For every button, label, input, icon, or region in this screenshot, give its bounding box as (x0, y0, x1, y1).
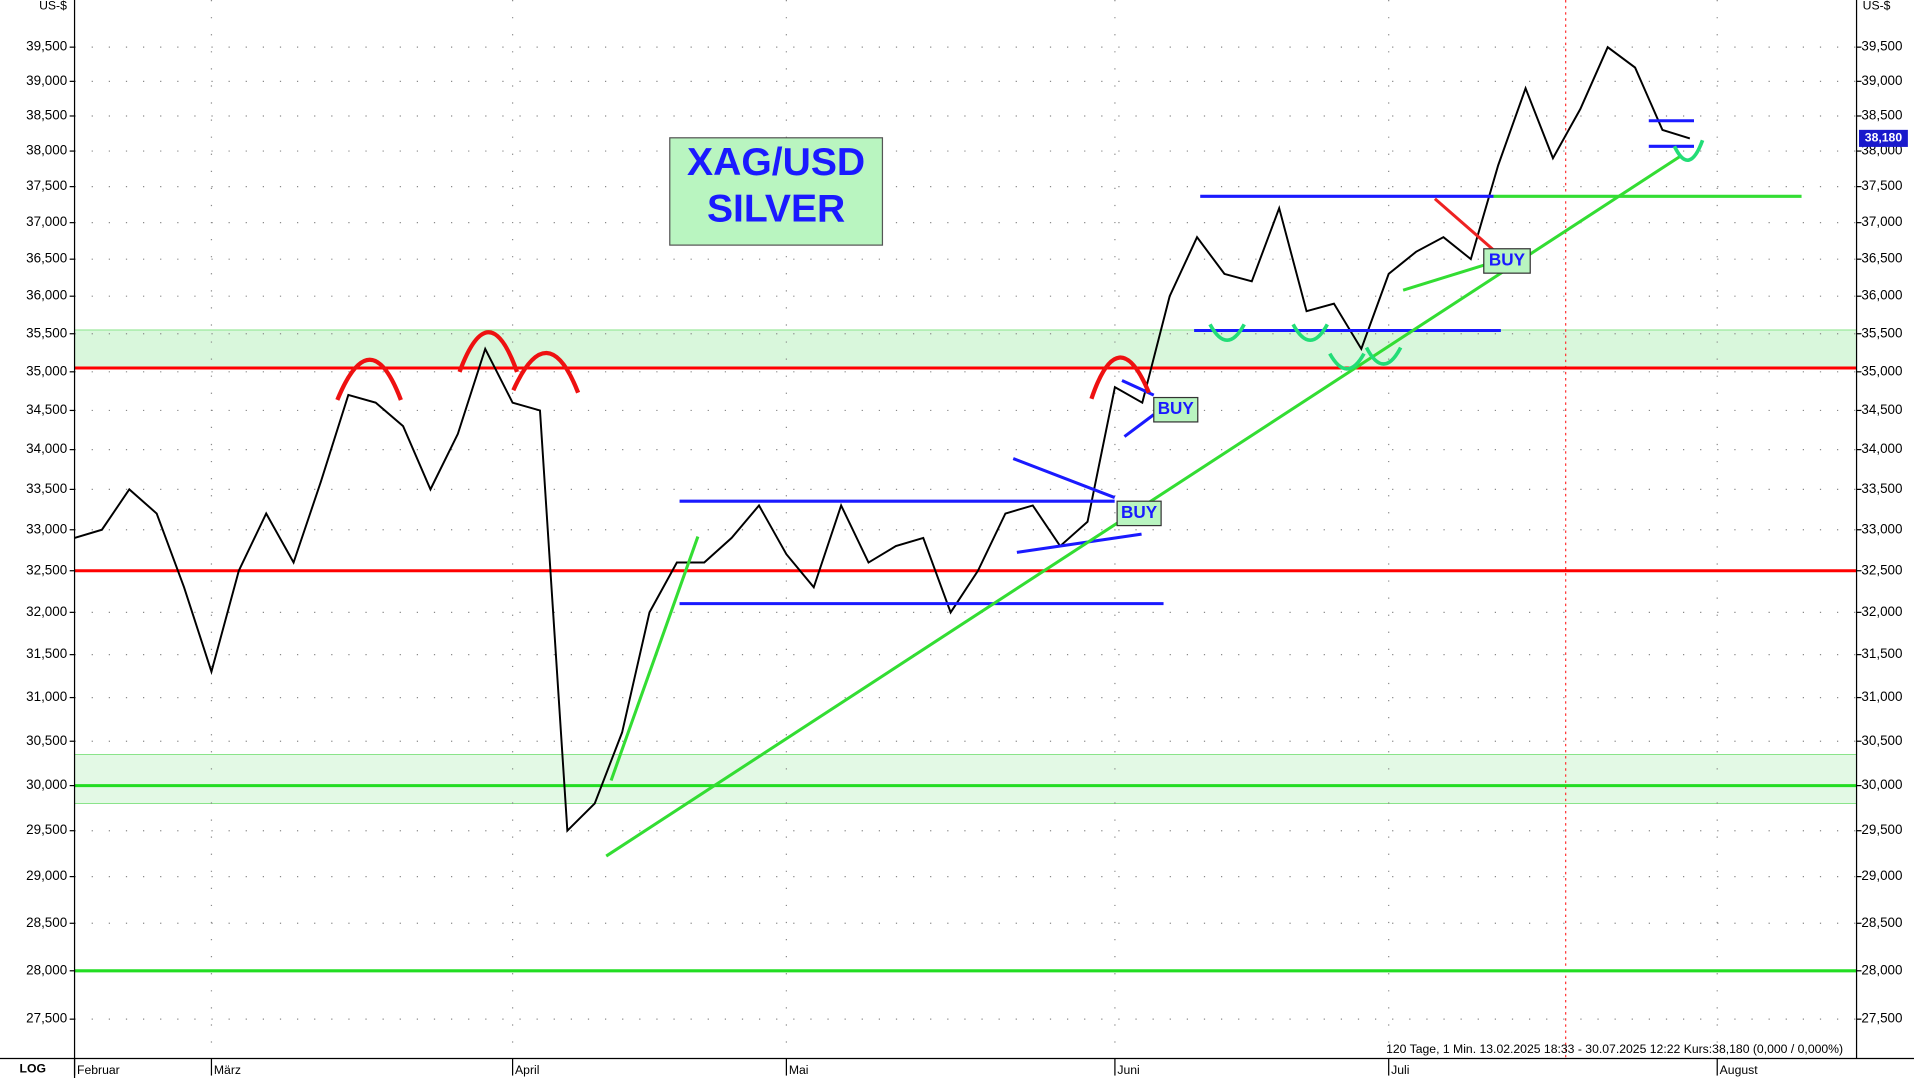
levels (74, 366, 1857, 973)
y-tick-label-right: 33,500 (1861, 481, 1902, 496)
y-tick-label-right: 29,500 (1861, 822, 1902, 837)
y-tick-label-right: 39,000 (1861, 73, 1902, 88)
buy-box (1483, 248, 1531, 274)
y-tick-label: 32,000 (26, 604, 67, 619)
y-tick-label-right: 34,000 (1861, 441, 1902, 456)
y-tick-label: 31,000 (26, 689, 67, 704)
x-tick-label: März (214, 1063, 241, 1077)
last-price-label: 38,180 (1865, 131, 1903, 145)
x-tick-label: April (515, 1063, 539, 1077)
y-tick-label: 33,500 (26, 481, 67, 496)
bottoms (1208, 139, 1705, 371)
y-tick-label: 36,000 (26, 288, 67, 303)
ticks: 27,500 27,500 28,000 28,000 28,500 28,500 29,0… (26, 39, 1908, 1077)
y-tick-label-right: 39,500 (1861, 39, 1902, 54)
buy-label: BUY (1489, 250, 1526, 269)
y-tick-label-right: 31,000 (1861, 689, 1902, 704)
zone (74, 329, 1857, 369)
x-tick-label: Juli (1391, 1063, 1409, 1077)
x-tick-label: Februar (77, 1063, 120, 1077)
buy-box (1153, 396, 1199, 423)
y-tick-label-right: 28,500 (1861, 915, 1902, 930)
y-tick-label: 34,000 (26, 441, 67, 456)
x-tick-label: Mai (789, 1063, 809, 1077)
y-axis-label: US-$ (39, 0, 67, 12)
y-tick-label: 35,000 (26, 363, 67, 378)
y-tick-label: 32,500 (26, 562, 67, 577)
buy-box (1116, 500, 1162, 527)
price (74, 45, 1691, 833)
chart-subtitle: SILVER (707, 187, 845, 230)
y-tick-label: 37,500 (26, 178, 67, 193)
y-axis-label-right: US-$ (1863, 0, 1891, 12)
y-tick-label: 36,500 (26, 251, 67, 266)
scale-label: LOG (20, 1062, 46, 1076)
x-tick-label: Juni (1117, 1063, 1139, 1077)
zone (74, 754, 1857, 804)
zones (74, 329, 1857, 804)
price-line (74, 45, 1691, 833)
buy-label: BUY (1158, 399, 1195, 418)
y-tick-label: 33,000 (26, 521, 67, 536)
y-tick-label-right: 31,500 (1861, 646, 1902, 661)
y-tick-label: 29,000 (26, 868, 67, 883)
y-tick-label-right: 38,500 (1861, 108, 1902, 123)
y-tick-label: 30,500 (26, 733, 67, 748)
y-tick-label-right: 32,000 (1861, 604, 1902, 619)
chart-title: XAG/USD (687, 141, 865, 184)
y-tick-label-right: 34,500 (1861, 402, 1902, 417)
y-tick-label: 38,500 (26, 108, 67, 123)
y-tick-label: 39,500 (26, 39, 67, 54)
y-tick-label: 38,000 (26, 143, 67, 158)
y-tick-label-right: 35,500 (1861, 325, 1902, 340)
y-tick-label-right: 28,000 (1861, 962, 1902, 977)
buy-signals: BUY BUY BUY (1116, 248, 1531, 527)
y-tick-label: 27,500 (26, 1011, 67, 1026)
grid (74, 0, 1857, 1059)
y-tick-label-right: 30,500 (1861, 733, 1902, 748)
y-tick-label: 31,500 (26, 646, 67, 661)
y-tick-label: 28,500 (26, 915, 67, 930)
y-tick-label: 29,500 (26, 822, 67, 837)
y-tick-label-right: 35,000 (1861, 363, 1902, 378)
y-tick-label: 30,000 (26, 777, 67, 792)
green-lines (605, 154, 1802, 858)
footer: 120 Tage, 1 Min. 13.02.2025 18:33 - 30.0… (1386, 1042, 1843, 1056)
red-line (1433, 197, 1495, 252)
y-tick-label-right: 27,500 (1861, 1011, 1902, 1026)
y-tick-label: 34,500 (26, 402, 67, 417)
tops (335, 330, 1151, 401)
y-tick-label: 35,500 (26, 325, 67, 340)
y-tick-label-right: 29,000 (1861, 868, 1902, 883)
y-tick-label: 28,000 (26, 962, 67, 977)
y-tick-label-right: 36,000 (1861, 288, 1902, 303)
x-tick-label: August (1720, 1063, 1759, 1077)
y-tick-label-right: 37,500 (1861, 178, 1902, 193)
title-background (669, 137, 884, 246)
y-tick-label: 39,000 (26, 73, 67, 88)
y-tick-label-right: 30,000 (1861, 777, 1902, 792)
y-tick-label-right: 37,000 (1861, 214, 1902, 229)
title-box: XAG/USD SILVER (669, 137, 884, 246)
buy-label: BUY (1121, 503, 1158, 522)
blue-lines (679, 119, 1695, 606)
drawings (335, 119, 1802, 858)
y-tick-label: 37,000 (26, 214, 67, 229)
last-price-box (1859, 129, 1908, 147)
y-tick-label-right: 36,500 (1861, 251, 1902, 266)
y-tick-label-right: 32,500 (1861, 562, 1902, 577)
y-tick-label-right: 33,000 (1861, 521, 1902, 536)
